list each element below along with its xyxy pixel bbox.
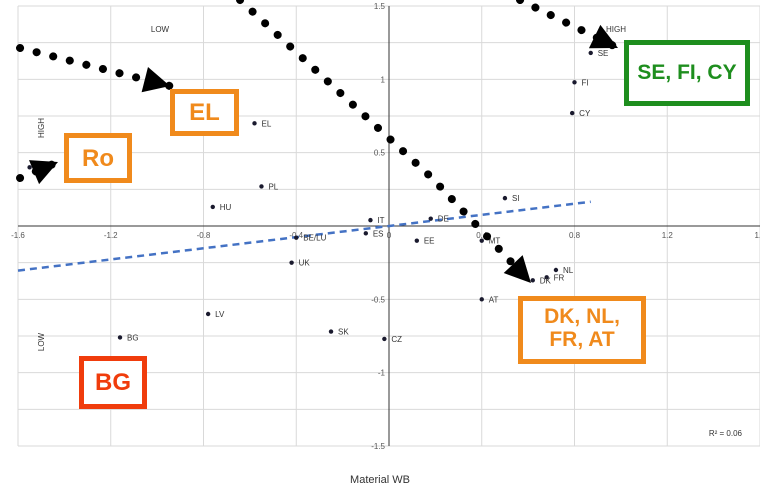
callout-dk-nl-fr-at: DK, NL, FR, AT: [518, 296, 646, 364]
data-point-label: ES: [373, 229, 384, 238]
callout-ro: Ro: [64, 133, 132, 183]
callout-bg: BG: [79, 356, 147, 409]
data-point-label: SI: [512, 194, 520, 203]
data-point: [27, 165, 32, 170]
data-point-label: CZ: [391, 335, 402, 344]
data-point-label: EE: [424, 237, 435, 246]
data-point-label: SK: [338, 328, 349, 337]
annotation-arrows: [16, 0, 622, 287]
r-squared-label: R² = 0.06: [709, 429, 743, 438]
y-tick-label: 1: [381, 75, 386, 84]
data-point: [363, 231, 369, 236]
y-tick-label: 1.5: [374, 2, 386, 11]
data-point: [544, 275, 549, 280]
data-point: [382, 336, 387, 342]
data-point: [368, 217, 373, 223]
trendline: [17, 200, 591, 272]
arrow-to-se-fi-cy: [516, 0, 622, 52]
data-point: [210, 204, 215, 210]
y-tick-label: -1: [378, 369, 386, 378]
data-point: [259, 184, 264, 189]
data-point: [428, 216, 433, 221]
data-point-label: SE: [598, 49, 609, 58]
data-point: [572, 80, 577, 85]
arrow-to-ro: [16, 158, 62, 185]
quadrant-label-left-bottom: LOW: [37, 332, 46, 351]
arrow-head: [28, 160, 58, 185]
data-point-label: BG: [127, 333, 139, 342]
arrow-head: [588, 24, 618, 49]
callout-se-fi-cy: SE, FI, CY: [624, 40, 750, 106]
x-tick-label: -1.2: [104, 231, 118, 240]
data-point-label: IT: [377, 216, 384, 225]
x-tick-label: 1.2: [662, 231, 674, 240]
data-point: [252, 121, 257, 126]
x-tick-label: -0.8: [197, 231, 211, 240]
trendline-path: [17, 200, 591, 272]
data-point: [117, 335, 123, 340]
x-tick-label: 1.6: [754, 231, 760, 240]
quadrant-label-top-left: LOW: [151, 25, 170, 34]
y-tick-label: 0.5: [374, 149, 386, 158]
arrow-head: [141, 67, 170, 93]
data-point-label: CY: [579, 109, 591, 118]
data-point: [569, 110, 575, 116]
x-tick-label: 0.8: [569, 231, 581, 240]
data-point: [294, 235, 299, 240]
data-point-label: UK: [299, 259, 311, 268]
data-point-label: FI: [582, 78, 589, 87]
data-point: [553, 267, 559, 273]
data-point-label: DK: [540, 276, 552, 285]
data-point: [502, 195, 508, 201]
data-point: [479, 297, 484, 302]
x-tick-label: 0: [387, 231, 392, 240]
y-tick-label: -0.5: [371, 295, 385, 304]
quadrant-label-left-top: HIGH: [37, 118, 46, 138]
x-tick-label: -0.4: [289, 231, 303, 240]
x-tick-label: -1.6: [11, 231, 25, 240]
data-point-label: NL: [563, 266, 574, 275]
data-point-label: FR: [554, 273, 565, 282]
data-point: [479, 238, 484, 243]
arrow-to-el: [16, 44, 174, 93]
data-point: [328, 329, 334, 334]
x-axis-label: Material WB: [350, 474, 410, 486]
data-point-label: EL: [262, 119, 272, 128]
data-point-label: LV: [215, 310, 225, 319]
callout-el: EL: [170, 89, 239, 136]
arrow-head: [503, 255, 531, 283]
y-tick-label: -1.5: [371, 442, 385, 451]
data-point-label: BE/LU: [303, 234, 326, 243]
data-point: [205, 311, 211, 317]
data-point-label: PL: [268, 182, 278, 191]
data-point: [289, 260, 294, 265]
data-point: [414, 238, 420, 243]
data-point: [530, 278, 535, 283]
quadrant-label-top-right: HIGH: [606, 25, 626, 34]
arrow-dots: [236, 0, 535, 287]
data-point-label: DE: [438, 215, 449, 224]
data-point-label: MT: [489, 237, 501, 246]
data-point: [588, 50, 593, 56]
data-point-label: HU: [220, 203, 232, 212]
data-point-label: AT: [489, 295, 499, 304]
x-tick-label: 0.4: [476, 231, 488, 240]
arrow-dots: [516, 0, 622, 52]
arrow-to-dk-nl-fr-at: [236, 0, 535, 287]
